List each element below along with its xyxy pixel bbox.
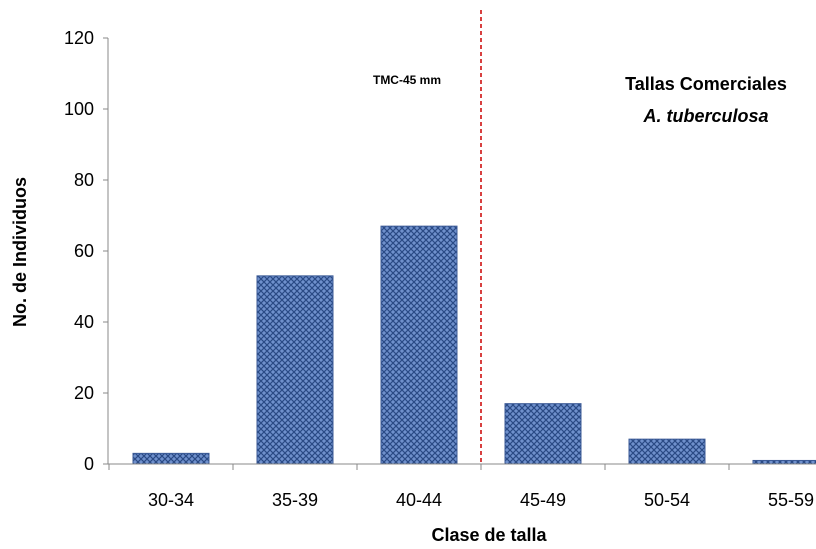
x-tick-label: 30-34 [148, 490, 194, 510]
bar-45-49 [504, 403, 582, 465]
bar-35-39 [256, 275, 334, 465]
annotation-title: Tallas Comerciales [625, 74, 787, 94]
x-tick-label: 55-59 [768, 490, 814, 510]
x-tick-label: 35-39 [272, 490, 318, 510]
annotation-species: A. tuberculosa [642, 106, 768, 126]
y-tick-label: 80 [74, 170, 94, 190]
bar-30-34 [132, 452, 210, 465]
y-tick-label: 40 [74, 312, 94, 332]
bar-50-54 [628, 438, 706, 465]
bars [132, 225, 816, 465]
x-axis-title: Clase de talla [431, 525, 547, 545]
y-tick-label: 60 [74, 241, 94, 261]
x-tick-label: 40-44 [396, 490, 442, 510]
y-tick-label: 100 [64, 99, 94, 119]
bar-55-59 [752, 459, 816, 465]
bar-40-44 [380, 225, 458, 465]
y-axis-title: No. de Individuos [10, 177, 30, 327]
y-tick-label: 120 [64, 28, 94, 48]
x-axis-ticks: 30-34 35-39 40-44 45-49 50-54 55-59 [108, 464, 814, 510]
x-tick-label: 45-49 [520, 490, 566, 510]
y-tick-label: 0 [84, 454, 94, 474]
y-axis-ticks: 0 20 40 60 80 100 120 [64, 28, 108, 474]
y-tick-label: 20 [74, 383, 94, 403]
reference-line-label: TMC-45 mm [373, 73, 441, 87]
x-tick-label: 50-54 [644, 490, 690, 510]
